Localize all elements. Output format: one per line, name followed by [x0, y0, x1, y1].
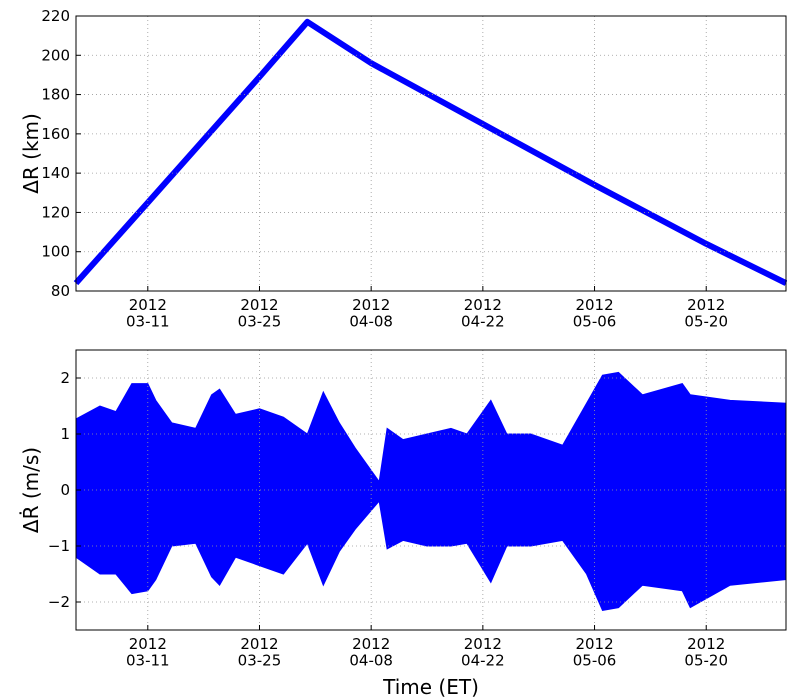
y-tick-label: 2 — [60, 369, 70, 387]
y-tick-label: 140 — [41, 164, 70, 182]
data-band — [75, 371, 787, 611]
x-tick-label: 2012 05-06 — [573, 296, 617, 331]
x-tick-label: 2012 04-22 — [461, 296, 505, 331]
x-tick-label: 2012 05-20 — [684, 296, 728, 331]
x-tick-label: 2012 05-06 — [573, 635, 617, 670]
y-tick-label: −1 — [48, 537, 70, 555]
y-tick-label: 220 — [41, 7, 70, 25]
y-tick-label: 120 — [41, 203, 70, 221]
axes-frame — [75, 15, 787, 292]
x-tick-label: 2012 04-08 — [349, 296, 393, 331]
y-tick-label: 160 — [41, 125, 70, 143]
x-tick-label: 2012 03-25 — [238, 635, 282, 670]
x-tick-label: 2012 04-22 — [461, 635, 505, 670]
data-line — [73, 18, 787, 286]
axes-frame — [75, 349, 787, 631]
y-tick-label: 80 — [51, 282, 70, 300]
y-tick-label: 0 — [60, 481, 70, 499]
x-axis-label: Time (ET) — [382, 675, 479, 699]
axes: 80 100 120 140 160 180 200 220 2012 03-11 2012 03-2… — [19, 7, 787, 331]
y-tick-label: 100 — [41, 243, 70, 261]
y-tick-label: 1 — [60, 425, 70, 443]
x-tick-label: 2012 03-11 — [126, 296, 170, 331]
y-axis-label: ΔṘ (m/s) — [19, 447, 43, 533]
y-axis-label: ΔR (km) — [19, 113, 43, 194]
x-tick-label: 2012 05-20 — [684, 635, 728, 670]
y-tick-label: 200 — [41, 46, 70, 64]
x-tick-label: 2012 04-08 — [349, 635, 393, 670]
x-tick-label: 2012 03-25 — [238, 296, 282, 331]
y-tick-label: 180 — [41, 86, 70, 104]
y-tick-label: −2 — [48, 593, 70, 611]
axes: −2 −1 0 1 2 2012 03-11 2012 03-25 2012 04-08 2012 04… — [19, 349, 787, 699]
x-tick-label: 2012 03-11 — [126, 635, 170, 670]
